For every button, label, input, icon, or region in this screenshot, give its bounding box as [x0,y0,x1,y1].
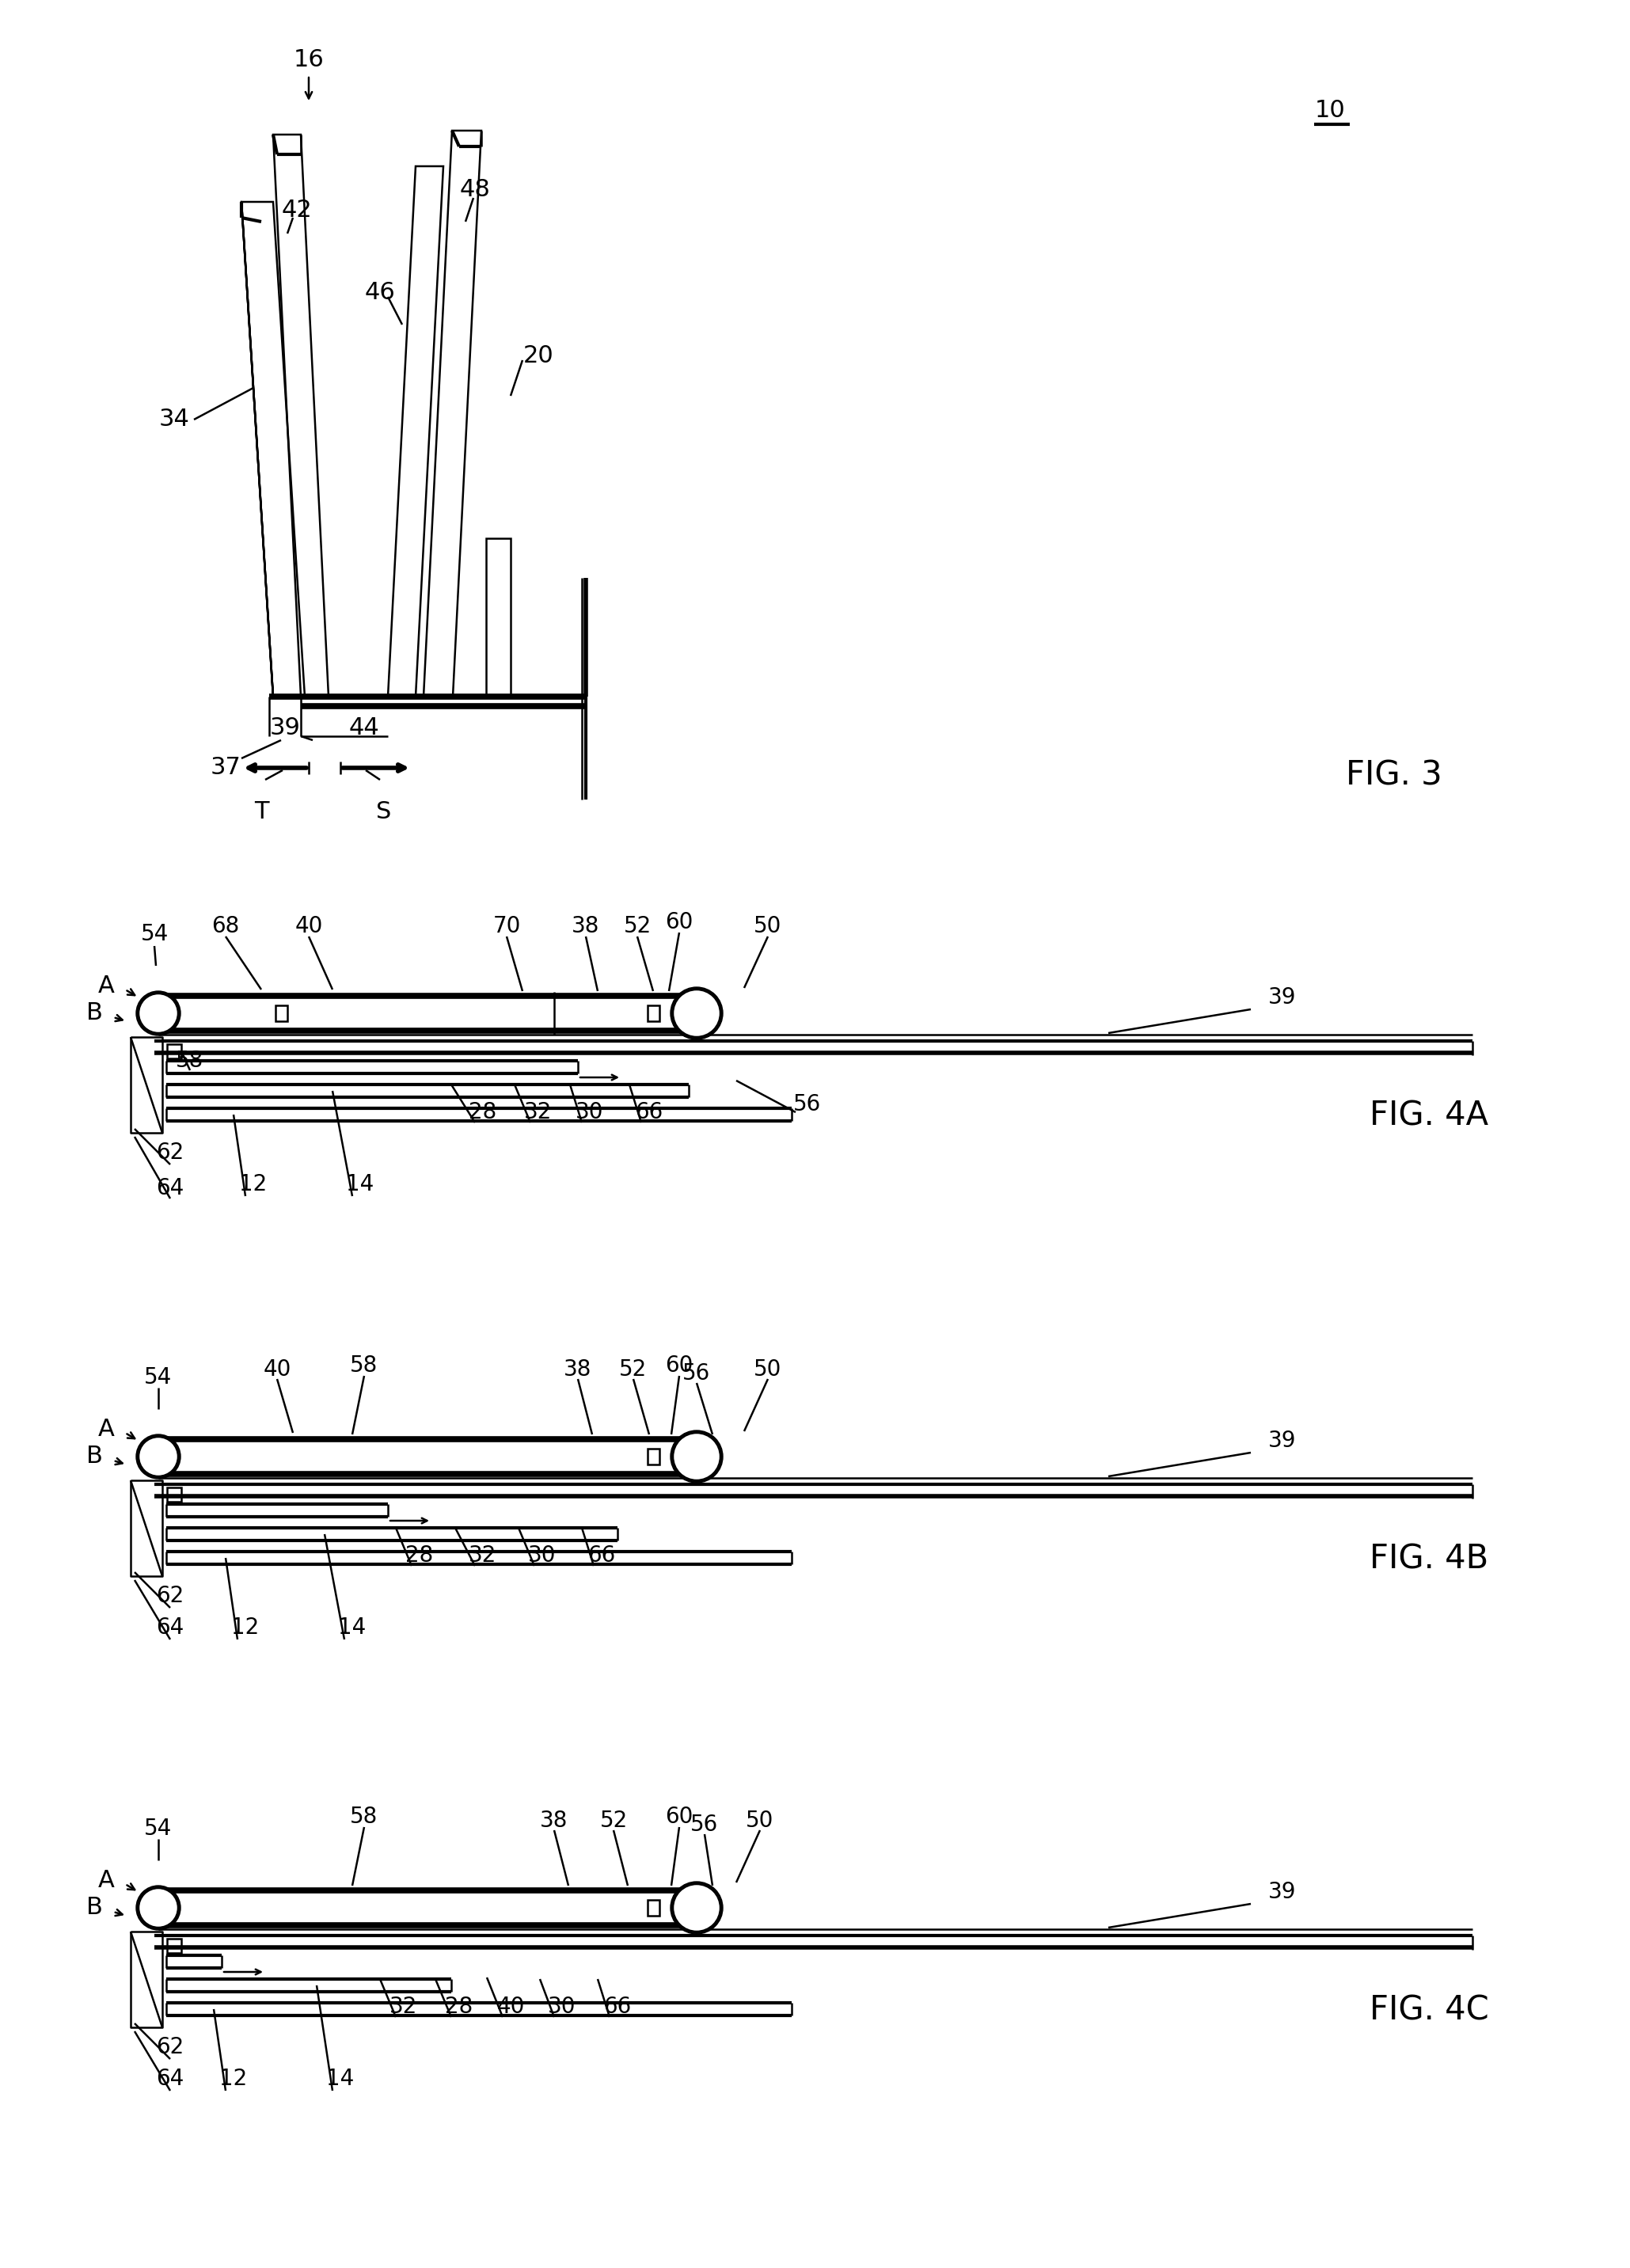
Bar [166,1939,181,1953]
Text: 28: 28 [469,1102,497,1123]
Text: 56: 56 [691,1814,719,1835]
Text: 54: 54 [140,923,168,946]
Text: 39: 39 [1268,987,1296,1009]
Text: 66: 66 [588,1545,616,1567]
Text: 50: 50 [747,1810,774,1833]
Text: S: S [377,801,391,823]
Text: A: A [98,1418,114,1440]
Circle shape [139,1887,178,1928]
Circle shape [673,989,720,1036]
Text: 28: 28 [445,1996,473,2019]
Circle shape [673,1433,720,1481]
Text: 46: 46 [365,281,396,304]
Text: 34: 34 [158,408,189,431]
Text: 12: 12 [220,2068,248,2089]
Bar [166,1043,181,1059]
Text: 14: 14 [339,1617,367,1640]
Text: 12: 12 [240,1173,267,1195]
Text: 32: 32 [390,1996,417,2019]
Text: 58: 58 [176,1050,204,1073]
Text: B: B [86,1445,103,1467]
Text: 56: 56 [683,1363,711,1383]
Text: 32: 32 [469,1545,497,1567]
Text: 32: 32 [525,1102,553,1123]
Text: 62: 62 [156,1141,184,1163]
Circle shape [670,1431,722,1483]
Text: A: A [98,1869,114,1892]
Text: 60: 60 [665,1354,693,1377]
Circle shape [139,993,178,1032]
Text: FIG. 4B: FIG. 4B [1369,1542,1488,1576]
Text: 30: 30 [528,1545,556,1567]
Text: 52: 52 [623,914,652,937]
Text: A: A [98,973,114,998]
Text: 12: 12 [231,1617,259,1640]
Text: 58: 58 [350,1805,378,1828]
Text: 70: 70 [492,914,520,937]
Circle shape [137,1433,181,1479]
Bar [647,1449,660,1465]
Text: T: T [254,801,269,823]
Text: 44: 44 [349,717,380,739]
Text: 54: 54 [145,1365,173,1388]
Text: 50: 50 [755,914,782,937]
Bar [275,1005,287,1021]
Text: 58: 58 [350,1354,378,1377]
Text: 50: 50 [755,1359,782,1381]
Circle shape [673,1885,720,1932]
Text: 64: 64 [156,1617,184,1640]
Bar [647,1901,660,1916]
Text: 14: 14 [346,1173,375,1195]
Text: 48: 48 [460,179,491,202]
Text: 20: 20 [523,345,554,367]
Circle shape [670,987,722,1039]
Text: 52: 52 [619,1359,647,1381]
Text: 66: 66 [636,1102,663,1123]
Text: 28: 28 [406,1545,434,1567]
Text: FIG. 4C: FIG. 4C [1369,1994,1488,2028]
Text: 14: 14 [326,2068,354,2089]
Text: 62: 62 [156,2037,184,2059]
Text: 60: 60 [665,912,693,934]
Text: 39: 39 [269,717,300,739]
Text: FIG. 3: FIG. 3 [1346,760,1443,792]
Text: 30: 30 [548,1996,575,2019]
Text: 40: 40 [497,1996,525,2019]
Text: 66: 66 [603,1996,631,2019]
Text: 60: 60 [665,1805,693,1828]
Text: 64: 64 [156,2068,184,2089]
Text: 37: 37 [210,758,241,780]
Text: 64: 64 [156,1177,184,1200]
Text: B: B [86,1896,103,1919]
Text: 40: 40 [262,1359,292,1381]
Text: 39: 39 [1268,1880,1296,1903]
Text: 68: 68 [212,914,240,937]
Text: 38: 38 [564,1359,592,1381]
Text: 42: 42 [282,197,313,222]
Bar [647,1005,660,1021]
Text: 38: 38 [540,1810,569,1833]
Circle shape [670,1882,722,1935]
Text: 10: 10 [1315,100,1345,122]
Text: 54: 54 [145,1817,173,1839]
Text: 16: 16 [293,48,324,70]
Circle shape [137,991,181,1036]
Circle shape [139,1438,178,1476]
Text: 30: 30 [575,1102,603,1123]
Text: B: B [86,1002,103,1025]
Text: 39: 39 [1268,1429,1296,1452]
Text: 52: 52 [600,1810,628,1833]
Circle shape [137,1885,181,1930]
Text: 40: 40 [295,914,323,937]
Text: 62: 62 [156,1585,184,1608]
Text: 56: 56 [794,1093,822,1116]
Bar [166,1488,181,1501]
Text: 38: 38 [572,914,600,937]
Text: FIG. 4A: FIG. 4A [1369,1100,1488,1132]
